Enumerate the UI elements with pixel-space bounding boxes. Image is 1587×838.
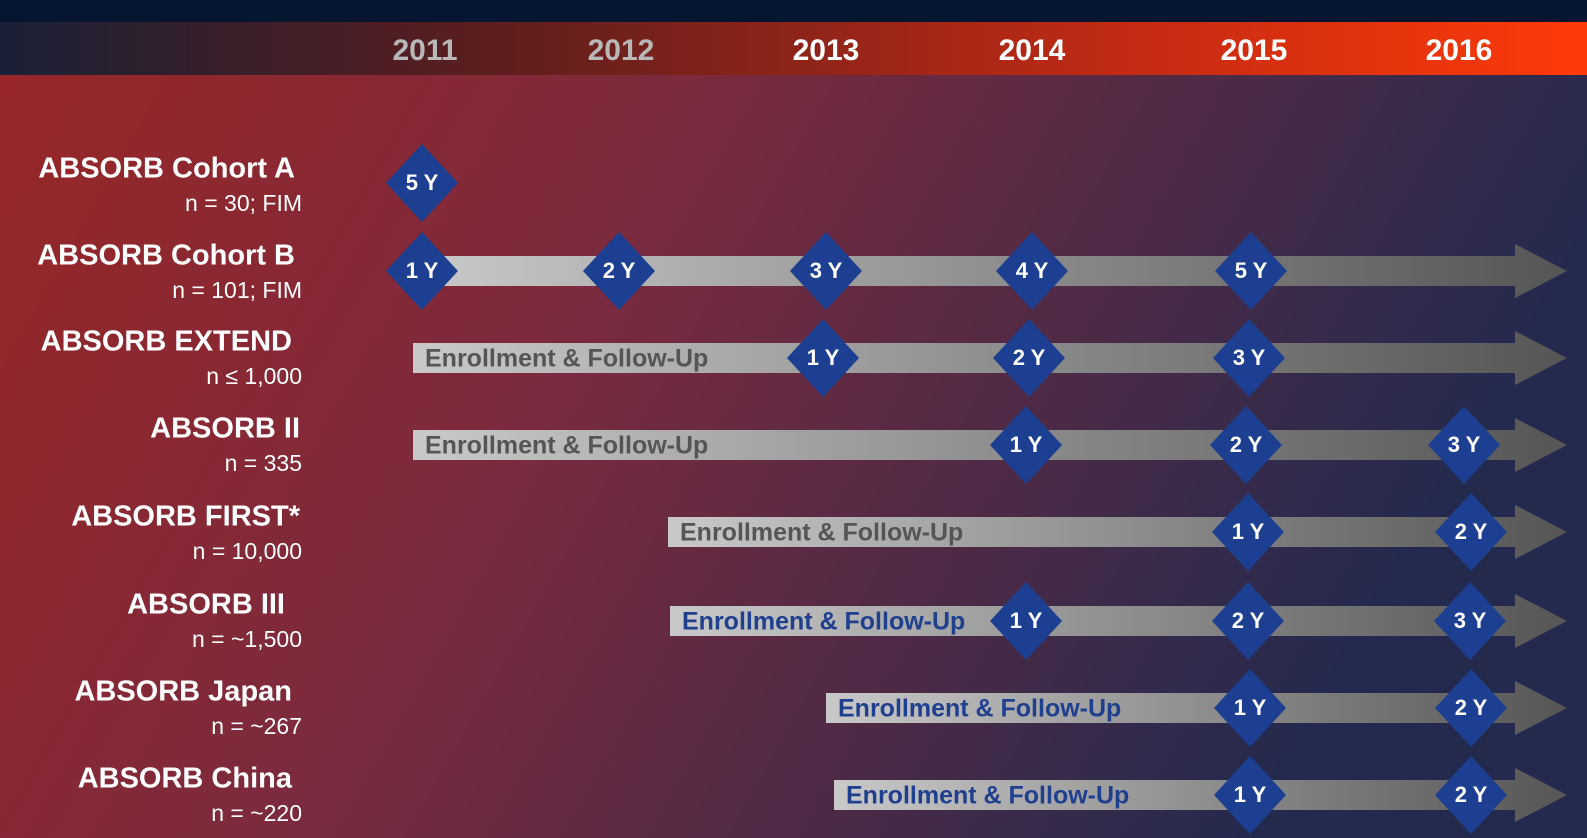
phase-label: Enrollment & Follow-Up: [425, 432, 708, 460]
study-size: n = ~1,500: [192, 626, 302, 652]
study-size: n = 101; FIM: [172, 277, 302, 303]
study-name: ABSORB Japan: [74, 676, 292, 708]
study-name: ABSORB FIRST*: [71, 501, 301, 533]
year-header: [0, 22, 1587, 75]
milestone-label: 2 Y: [603, 258, 636, 283]
milestone-diamond: [996, 232, 1068, 310]
study-size: n = 30; FIM: [185, 190, 302, 216]
year-label: 2013: [793, 34, 860, 67]
study-size: n = ~267: [211, 713, 302, 739]
milestone-label: 1 Y: [1010, 608, 1043, 633]
timeline-arrow: [668, 505, 1567, 559]
study-size: n = 335: [225, 450, 302, 476]
year-label: 2014: [999, 34, 1066, 67]
milestone-label: 1 Y: [406, 258, 439, 283]
milestone-label: 2 Y: [1455, 519, 1488, 544]
milestone-diamond: [1435, 756, 1507, 834]
milestone-diamond: [993, 319, 1065, 397]
milestone-label: 2 Y: [1230, 432, 1263, 457]
study-name: ABSORB EXTEND: [41, 326, 292, 358]
milestone-diamond: [1434, 582, 1506, 660]
milestone-label: 1 Y: [1234, 695, 1267, 720]
phase-label: Enrollment & Follow-Up: [838, 695, 1121, 723]
milestone-diamond: [1215, 232, 1287, 310]
milestone-diamond: [1212, 493, 1284, 571]
top-band: [0, 0, 1587, 22]
milestone-diamond: [1428, 406, 1500, 484]
phase-label: Enrollment & Follow-Up: [846, 782, 1129, 810]
milestone-diamond: [1214, 669, 1286, 747]
phase-label: Enrollment & Follow-Up: [680, 519, 963, 547]
timeline-arrow: [420, 244, 1567, 298]
year-label: 2011: [392, 34, 457, 67]
milestone-diamond: [990, 406, 1062, 484]
milestone-label: 3 Y: [1448, 432, 1481, 457]
timeline-arrow: [413, 331, 1567, 385]
milestone-label: 1 Y: [1232, 519, 1265, 544]
study-size: n = ~220: [211, 800, 302, 826]
milestone-diamond: [1435, 493, 1507, 571]
milestone-diamond: [386, 232, 458, 310]
milestone-diamond: [583, 232, 655, 310]
milestone-diamond: [990, 582, 1062, 660]
milestone-label: 2 Y: [1455, 782, 1488, 807]
milestone-label: 4 Y: [1016, 258, 1049, 283]
study-name: ABSORB Cohort B: [37, 240, 295, 272]
study-size: n ≤ 1,000: [206, 363, 302, 389]
milestone-diamond: [1435, 669, 1507, 747]
study-name: ABSORB III: [127, 589, 285, 621]
milestone-label: 5 Y: [406, 170, 439, 195]
milestone-label: 5 Y: [1235, 258, 1268, 283]
milestone-label: 3 Y: [1454, 608, 1487, 633]
milestone-diamond: [1214, 756, 1286, 834]
phase-label: Enrollment & Follow-Up: [425, 345, 708, 373]
year-label: 2016: [1426, 34, 1493, 67]
milestone-label: 2 Y: [1455, 695, 1488, 720]
year-label: 2015: [1221, 34, 1288, 67]
study-name: ABSORB China: [78, 763, 293, 795]
study-size: n = 10,000: [193, 538, 302, 564]
milestone-label: 2 Y: [1013, 345, 1046, 370]
milestone-label: 1 Y: [807, 345, 840, 370]
milestone-label: 1 Y: [1234, 782, 1267, 807]
year-label: 2012: [588, 34, 655, 67]
milestone-diamond: [1210, 406, 1282, 484]
milestone-diamond: [1212, 582, 1284, 660]
milestone-diamond: [1213, 319, 1285, 397]
timeline-arrow: [670, 594, 1567, 648]
milestone-diamond: [790, 232, 862, 310]
milestone-label: 2 Y: [1232, 608, 1265, 633]
phase-label: Enrollment & Follow-Up: [682, 608, 965, 636]
milestone-label: 3 Y: [810, 258, 843, 283]
timeline-arrow: [834, 768, 1567, 822]
milestone-label: 3 Y: [1233, 345, 1266, 370]
milestone-diamond: [386, 144, 458, 222]
timeline-arrow: [826, 681, 1567, 735]
study-name: ABSORB Cohort A: [38, 153, 295, 185]
milestone-label: 1 Y: [1010, 432, 1043, 457]
milestone-diamond: [787, 319, 859, 397]
study-name: ABSORB II: [150, 413, 300, 445]
